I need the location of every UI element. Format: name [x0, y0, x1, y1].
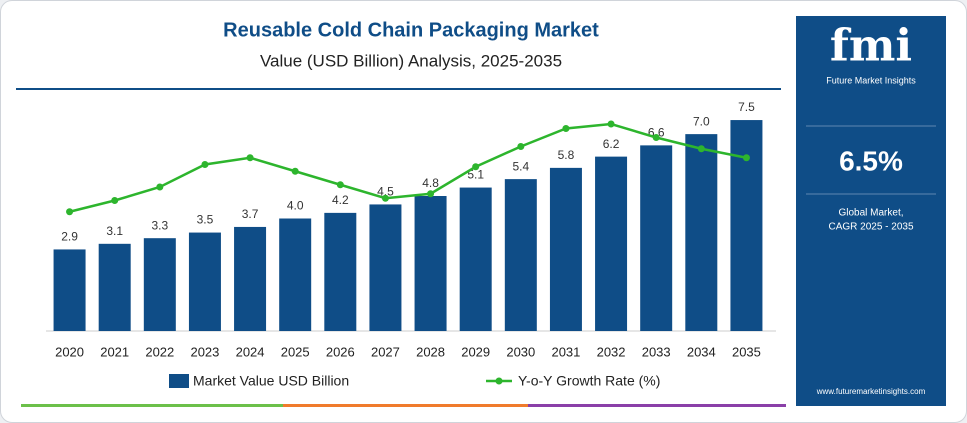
x-tick-label: 2021 [100, 344, 129, 359]
data-label: 7.0 [693, 114, 710, 128]
data-label: 4.0 [287, 199, 304, 213]
line-point [66, 208, 74, 216]
logo: fmi [830, 21, 912, 72]
bar [685, 134, 718, 331]
data-label: 3.5 [197, 213, 214, 227]
data-label: 5.4 [512, 159, 529, 173]
legend-swatch [495, 377, 503, 385]
data-label: 3.1 [106, 224, 123, 238]
brand: Future Market Insights [826, 75, 916, 85]
data-label: 2.9 [61, 230, 78, 244]
side-panel [796, 16, 946, 406]
line-point [381, 194, 389, 202]
bar [369, 204, 402, 331]
data-label: 4.5 [377, 185, 394, 199]
data-label: 5.8 [558, 148, 575, 162]
x-tick-label: 2035 [732, 344, 761, 359]
bar [414, 196, 447, 331]
accent [283, 404, 528, 407]
bar [640, 145, 673, 331]
x-tick-label: 2028 [416, 344, 445, 359]
line-point [742, 154, 750, 162]
growth-line [69, 122, 747, 213]
bar [459, 187, 492, 331]
line-point [111, 197, 119, 204]
bar [53, 249, 86, 331]
data-label: 4.8 [422, 176, 439, 190]
chart-title: Reusable Cold Chain Packaging Market [223, 19, 599, 41]
data-label: 7.5 [738, 100, 755, 114]
line-point [291, 167, 299, 175]
x-tick-label: 2022 [145, 344, 174, 359]
legend-swatch [169, 374, 189, 388]
data-label: 3.7 [242, 207, 259, 221]
line-point [201, 161, 209, 168]
bar [730, 120, 763, 331]
cagr-label: CAGR 2025 - 2035 [828, 222, 913, 233]
bar [324, 212, 357, 331]
line-point [652, 134, 660, 141]
line-point [427, 190, 435, 198]
legend-label: Y-o-Y Growth Rate (%) [518, 373, 660, 389]
x-tick-label: 2029 [461, 344, 490, 359]
x-tick-label: 2032 [597, 344, 626, 359]
data-label: 3.3 [151, 218, 168, 232]
line-point [156, 183, 164, 191]
bar [279, 218, 312, 331]
legend-label: Market Value USD Billion [193, 373, 349, 389]
data-label: 6.2 [603, 137, 620, 151]
cagr-value: 6.5% [839, 145, 903, 176]
x-tick-label: 2034 [687, 344, 716, 359]
x-tick-label: 2027 [371, 344, 400, 359]
x-tick-label: 2024 [236, 344, 265, 359]
x-tick-label: 2020 [55, 344, 84, 359]
bar [98, 243, 131, 331]
line-point [517, 143, 525, 150]
bar [549, 167, 582, 331]
bar [143, 238, 176, 331]
data-label: 4.2 [332, 193, 349, 207]
x-tick-label: 2025 [281, 344, 310, 359]
x-tick-label: 2026 [326, 344, 355, 359]
bar [504, 179, 537, 331]
line-point [336, 181, 344, 189]
bar [188, 232, 221, 331]
x-tick-label: 2023 [190, 344, 219, 359]
line-point [562, 125, 570, 132]
chart-subtitle: Value (USD Billion) Analysis, 2025-2035 [260, 51, 562, 70]
cagr-label: Global Market, [838, 208, 903, 219]
url: www.futuremarketinsights.com [816, 387, 926, 396]
data-label: 5.1 [467, 168, 484, 182]
accent [528, 404, 786, 407]
accent [21, 404, 283, 407]
x-tick-label: 2031 [551, 344, 580, 359]
line-point [472, 163, 480, 171]
line-point [697, 145, 705, 153]
bar [595, 156, 628, 331]
line-point [246, 154, 254, 162]
x-tick-label: 2033 [642, 344, 671, 359]
line-point [607, 120, 615, 128]
bar [234, 226, 267, 331]
x-tick-label: 2030 [506, 344, 535, 359]
